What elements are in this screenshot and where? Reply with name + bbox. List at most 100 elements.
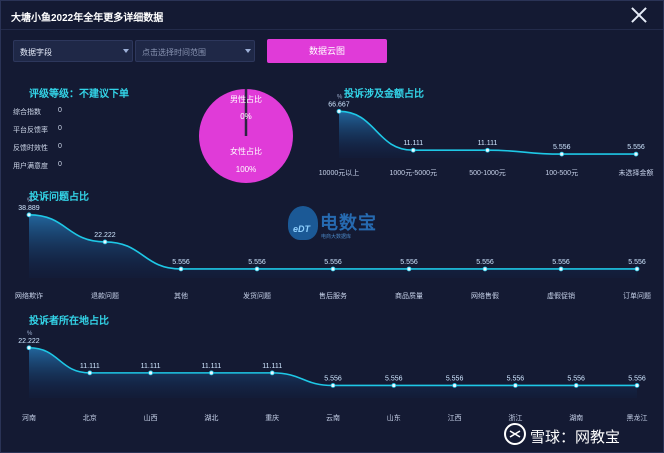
data-point	[336, 108, 342, 114]
tick-label: 浙江	[508, 413, 522, 422]
area-fill	[29, 214, 637, 278]
dialog-title: 大塘小鱼2022年全年更多详细数据	[11, 13, 164, 24]
data-label: 5.556	[552, 259, 570, 266]
issue-chart-title: 投诉问题占比	[29, 192, 89, 203]
field-select-value: 数据字段	[20, 48, 52, 57]
data-label: 5.556	[553, 144, 571, 151]
series-line	[28, 346, 637, 387]
title-divider	[1, 29, 663, 30]
pie-value-label: 0%	[240, 112, 252, 121]
pie-label: 男性占比	[230, 94, 262, 104]
data-point	[330, 383, 336, 388]
data-point	[87, 370, 93, 376]
close-icon[interactable]	[629, 5, 649, 25]
data-point	[482, 266, 488, 272]
metric-label: 平台反馈率	[13, 127, 48, 134]
tick-label: 湖南	[569, 413, 583, 422]
tick-label: 重庆	[265, 413, 279, 422]
data-label: 66.667	[328, 101, 350, 108]
data-point	[178, 266, 184, 272]
metric-label: 综合指数	[13, 109, 41, 116]
data-label: 5.556	[507, 375, 525, 382]
data-label: 5.556	[567, 375, 585, 382]
series-line	[28, 214, 637, 270]
metric-label: 反馈时效性	[13, 145, 48, 152]
data-point	[410, 147, 416, 153]
tick-label: 河南	[22, 413, 36, 422]
tick-label: 虚假促销	[547, 291, 575, 300]
data-point	[559, 151, 565, 157]
chevron-down-icon	[245, 49, 251, 53]
time-range-select[interactable]: 点击选择时间范围	[135, 40, 255, 62]
data-point	[512, 383, 518, 388]
data-label: 5.556	[172, 259, 190, 266]
metric-value: 0	[58, 107, 62, 114]
metric-value: 0	[58, 161, 62, 168]
data-label: 5.556	[627, 144, 645, 151]
watermark: 雪球：网教宝	[504, 423, 662, 446]
data-label: 5.556	[248, 259, 266, 266]
metric-value: 0	[58, 143, 62, 150]
tick-label: 500-1000元	[469, 169, 506, 177]
tick-label: 云南	[326, 413, 340, 422]
unit-label: %	[27, 331, 33, 337]
data-label: 5.556	[400, 259, 418, 266]
tick-label: 其他	[174, 291, 188, 300]
region-chart-title: 投诉者所在地占比	[29, 316, 109, 327]
tick-label: 售后服务	[319, 291, 347, 300]
tick-label: 商品质量	[395, 291, 423, 300]
tick-label: 山东	[387, 413, 401, 422]
data-label: 11.111	[403, 140, 423, 147]
data-point	[452, 383, 458, 388]
data-label: 11.111	[141, 363, 161, 370]
pie-value-label: 100%	[236, 165, 256, 174]
area-fill	[339, 111, 636, 158]
data-point	[26, 212, 32, 218]
tick-label: 湖北	[204, 413, 218, 422]
data-label: 5.556	[385, 375, 403, 382]
data-label: 11.111	[80, 363, 100, 370]
region-area-chart: %22.222 河南 11.111 北京 11.111 山西 11.111 湖北 11.111 重…	[18, 331, 648, 422]
metric-label: 用户满意度	[13, 163, 48, 170]
amount-area-chart: %66.667 10000元以上 11.111 1000元-5000元 11.111 50…	[319, 94, 654, 177]
tick-label: 1000元-5000元	[390, 169, 437, 177]
cloud-logo-icon	[288, 206, 318, 240]
data-point	[391, 383, 397, 388]
data-point	[254, 266, 260, 272]
gender-pie-chart: 男性占比 0% 女性占比 100%	[199, 89, 293, 183]
tick-label: 10000元以上	[319, 168, 359, 177]
tick-label: 退款问题	[91, 291, 119, 300]
field-select[interactable]: 数据字段	[13, 40, 133, 62]
data-label: 5.556	[628, 259, 646, 266]
rating-title: 评级等级：不建议下单	[29, 89, 129, 100]
data-label: 5.556	[446, 375, 464, 382]
data-point	[269, 370, 275, 376]
tick-label: 江西	[448, 414, 462, 422]
chevron-down-icon	[123, 49, 129, 53]
data-point	[406, 266, 412, 272]
data-point	[26, 345, 32, 351]
logo-mark: eDT	[293, 224, 311, 234]
tick-label: 100-500元	[545, 169, 578, 177]
tick-label: 发货问题	[243, 291, 271, 300]
metric-value: 0	[58, 125, 62, 132]
data-point	[330, 266, 336, 272]
tick-label: 黑龙江	[627, 413, 648, 422]
data-point	[485, 147, 490, 153]
data-label: 11.111	[478, 140, 498, 147]
data-label: 5.556	[324, 259, 342, 266]
data-point	[208, 370, 214, 376]
data-point	[634, 266, 640, 272]
unit-label: %	[27, 198, 33, 204]
data-point	[102, 239, 108, 245]
tick-label: 网络售假	[471, 291, 499, 300]
data-label: 11.111	[201, 363, 221, 370]
data-label: 22.222	[94, 232, 116, 239]
data-label: 11.111	[262, 363, 282, 370]
data-point	[573, 383, 579, 388]
data-cloud-button[interactable]: 数据云图	[267, 39, 387, 63]
data-point	[634, 383, 640, 388]
watermark-text: 雪球：网教宝	[530, 429, 621, 446]
snowball-logo-icon	[504, 423, 526, 445]
